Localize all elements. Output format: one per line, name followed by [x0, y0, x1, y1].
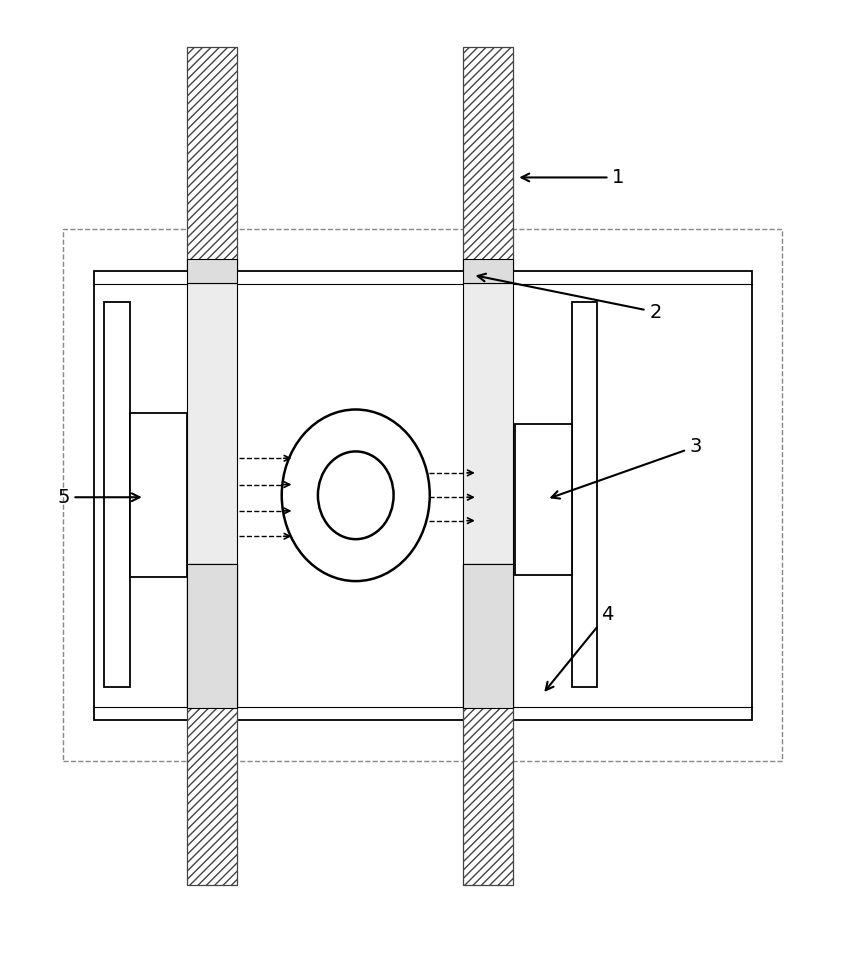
- Bar: [104, 302, 130, 687]
- Text: 2: 2: [478, 274, 662, 322]
- Bar: [63, 229, 782, 760]
- Bar: [515, 424, 572, 575]
- Text: 4: 4: [546, 604, 614, 690]
- Text: 3: 3: [552, 437, 702, 498]
- Bar: [130, 413, 187, 577]
- Bar: [187, 564, 237, 708]
- Bar: [187, 47, 237, 271]
- Bar: [463, 564, 513, 708]
- Bar: [463, 47, 513, 271]
- Bar: [187, 283, 237, 708]
- Text: 5: 5: [57, 488, 140, 507]
- Bar: [463, 259, 513, 283]
- Text: 1: 1: [521, 168, 625, 187]
- Bar: [572, 302, 597, 687]
- Bar: [94, 271, 752, 720]
- Bar: [187, 259, 237, 283]
- Bar: [463, 564, 513, 885]
- Bar: [463, 283, 513, 708]
- Bar: [187, 564, 237, 885]
